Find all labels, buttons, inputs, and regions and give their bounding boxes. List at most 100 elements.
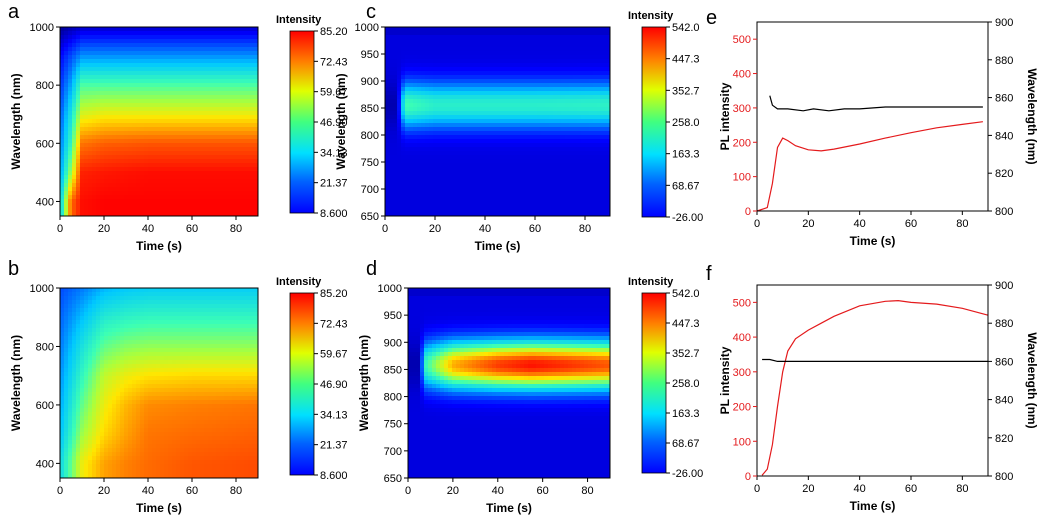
heatmap-cell — [160, 332, 165, 337]
heatmap-cell — [88, 352, 93, 357]
heatmap-cell — [136, 308, 141, 313]
heatmap-cell — [132, 143, 137, 148]
heatmap-cell — [220, 424, 225, 429]
heatmap-cell — [160, 428, 165, 433]
heatmap-cell — [244, 448, 249, 453]
heatmap-cell — [200, 364, 205, 369]
heatmap-cell — [112, 103, 117, 108]
heatmap-cell — [64, 436, 69, 441]
heatmap-cell — [148, 79, 153, 84]
heatmap-cell — [184, 131, 189, 136]
heatmap-cell — [224, 288, 229, 293]
heatmap-cell — [220, 171, 225, 176]
heatmap-cell — [220, 312, 225, 317]
heatmap-cell — [220, 167, 225, 172]
heatmap-cell — [60, 119, 65, 124]
heatmap-cell — [96, 143, 101, 148]
heatmap-cell — [200, 292, 205, 297]
heatmap-cell — [68, 440, 73, 445]
heatmap-cell — [148, 460, 153, 465]
heatmap-cell — [172, 328, 177, 333]
heatmap-cell — [164, 131, 169, 136]
heatmap-cell — [104, 39, 109, 44]
heatmap-cell — [144, 304, 149, 309]
heatmap-cell — [172, 300, 177, 305]
heatmap-cell — [128, 191, 133, 196]
heatmap-cell — [192, 131, 197, 136]
heatmap-cell — [208, 59, 213, 64]
heatmap-cell — [112, 472, 117, 477]
heatmap-cell — [132, 396, 137, 401]
heatmap-cell — [184, 476, 189, 479]
heatmap-cell — [168, 111, 173, 116]
heatmap-cell — [248, 468, 253, 473]
heatmap-cell — [72, 107, 77, 112]
heatmap-cell — [140, 171, 145, 176]
heatmap-cell — [100, 292, 105, 297]
heatmap-cell — [96, 420, 101, 425]
heatmap-cell — [116, 47, 121, 52]
heatmap-cell — [176, 135, 181, 140]
heatmap-cell — [108, 51, 113, 56]
heatmap-cell — [196, 123, 201, 128]
heatmap-cell — [120, 352, 125, 357]
heatmap-cell — [180, 388, 185, 393]
heatmap-cell — [389, 175, 394, 180]
heatmap-cell — [156, 103, 161, 108]
heatmap-cell — [92, 404, 97, 409]
heatmap-cell — [252, 452, 257, 457]
heatmap-cell — [228, 71, 233, 76]
heatmap-cell — [168, 420, 173, 425]
heatmap-cell — [128, 352, 133, 357]
heatmap-cell — [176, 320, 181, 325]
heatmap-cell — [236, 408, 241, 413]
heatmap-cell — [168, 472, 173, 477]
heatmap-cell — [120, 364, 125, 369]
heatmap-cell — [196, 159, 201, 164]
heatmap-cell — [92, 380, 97, 385]
heatmap-cell — [76, 187, 81, 192]
heatmap-cell — [128, 91, 133, 96]
heatmap-cell — [160, 416, 165, 421]
heatmap-cell — [152, 159, 157, 164]
heatmap-cell — [156, 324, 161, 329]
heatmap-cell — [188, 179, 193, 184]
heatmap-cell — [88, 420, 93, 425]
heatmap-cell — [84, 31, 89, 36]
heatmap-cell — [196, 436, 201, 441]
heatmap-cell — [156, 292, 161, 297]
heatmap-cell — [385, 191, 390, 196]
heatmap-cell — [164, 464, 169, 469]
heatmap-cell — [216, 203, 221, 208]
heatmap-cell — [180, 456, 185, 461]
heatmap-cell — [144, 191, 149, 196]
heatmap-cell — [76, 348, 81, 353]
heatmap-cell — [192, 292, 197, 297]
heatmap-cell — [224, 472, 229, 477]
heatmap-cell — [236, 99, 241, 104]
heatmap-cell — [68, 67, 73, 72]
heatmap-cell — [120, 304, 125, 309]
heatmap-cell — [252, 384, 257, 389]
heatmap-cell — [156, 412, 161, 417]
heatmap-cell — [84, 47, 89, 52]
heatmap-cell — [180, 368, 185, 373]
heatmap-cell — [100, 75, 105, 80]
heatmap-cell — [132, 312, 137, 317]
heatmap-cell — [116, 304, 121, 309]
heatmap-cell — [212, 452, 217, 457]
heatmap-cell — [168, 175, 173, 180]
heatmap-cell — [68, 300, 73, 305]
heatmap-cell — [128, 27, 133, 32]
heatmap-cell — [116, 171, 121, 176]
heatmap-cell — [76, 179, 81, 184]
heatmap-cell — [84, 404, 89, 409]
heatmap-cell — [184, 332, 189, 337]
heatmap-cell — [152, 135, 157, 140]
heatmap-cell — [72, 364, 77, 369]
heatmap-cell — [256, 35, 259, 40]
heatmap-cell — [256, 43, 259, 48]
heatmap-cell — [120, 55, 125, 60]
heatmap-cell — [112, 324, 117, 329]
heatmap-cell — [136, 340, 141, 345]
